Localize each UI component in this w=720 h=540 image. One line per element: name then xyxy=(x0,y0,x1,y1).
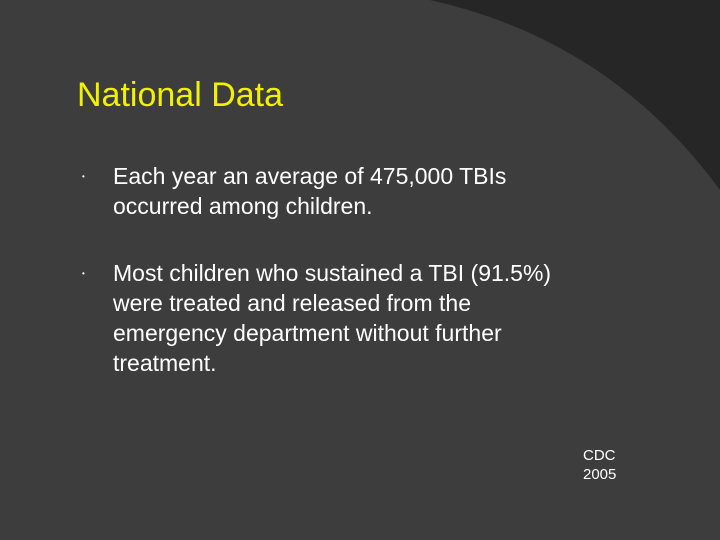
bullet-marker-icon: • xyxy=(82,269,85,278)
slide-title: National Data xyxy=(77,76,284,114)
bullet-text: Most children who sustained a TBI (91.5%… xyxy=(113,260,552,376)
bullet-text: Each year an average of 475,000 TBIs occ… xyxy=(113,163,507,219)
bullet-marker-icon: • xyxy=(82,172,85,181)
citation: CDC 2005 xyxy=(583,447,617,483)
